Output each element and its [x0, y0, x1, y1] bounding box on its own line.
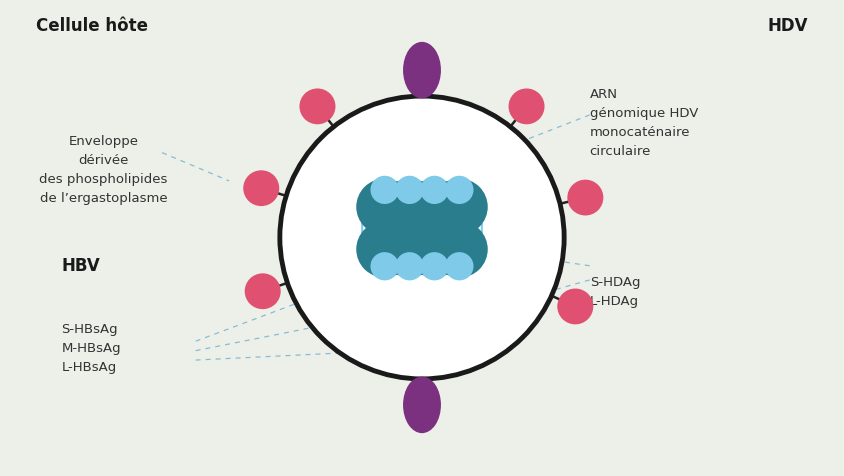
Ellipse shape: [356, 221, 413, 278]
Ellipse shape: [509, 89, 544, 125]
Ellipse shape: [445, 253, 473, 281]
Text: HBV: HBV: [62, 257, 100, 275]
Ellipse shape: [445, 177, 473, 205]
Ellipse shape: [420, 177, 449, 205]
Text: S-HDAg
L-HDAg: S-HDAg L-HDAg: [590, 276, 641, 307]
Ellipse shape: [371, 253, 399, 281]
Ellipse shape: [420, 253, 449, 281]
Ellipse shape: [371, 177, 399, 205]
Ellipse shape: [300, 89, 335, 125]
Text: HDV: HDV: [767, 17, 808, 35]
Ellipse shape: [406, 221, 463, 278]
Text: ARN
génomique HDV
monocaténaire
circulaire: ARN génomique HDV monocaténaire circulai…: [590, 88, 698, 157]
Ellipse shape: [431, 221, 488, 278]
Ellipse shape: [406, 179, 463, 236]
Ellipse shape: [557, 289, 593, 325]
Ellipse shape: [243, 171, 279, 207]
Text: S-HBsAg
M-HBsAg
L-HBsAg: S-HBsAg M-HBsAg L-HBsAg: [62, 323, 121, 374]
Ellipse shape: [395, 177, 424, 205]
Ellipse shape: [431, 179, 488, 236]
Ellipse shape: [567, 180, 603, 216]
Ellipse shape: [403, 377, 441, 433]
Ellipse shape: [356, 179, 413, 236]
Text: Enveloppe
dérivée
des phospholipides
de l’ergastoplasme: Enveloppe dérivée des phospholipides de …: [39, 135, 168, 204]
Ellipse shape: [381, 179, 438, 236]
Ellipse shape: [381, 221, 438, 278]
Ellipse shape: [404, 387, 440, 423]
Ellipse shape: [404, 53, 440, 89]
Ellipse shape: [395, 253, 424, 281]
Ellipse shape: [245, 274, 281, 309]
Ellipse shape: [280, 97, 564, 379]
Text: Cellule hôte: Cellule hôte: [36, 17, 149, 35]
Ellipse shape: [403, 43, 441, 99]
